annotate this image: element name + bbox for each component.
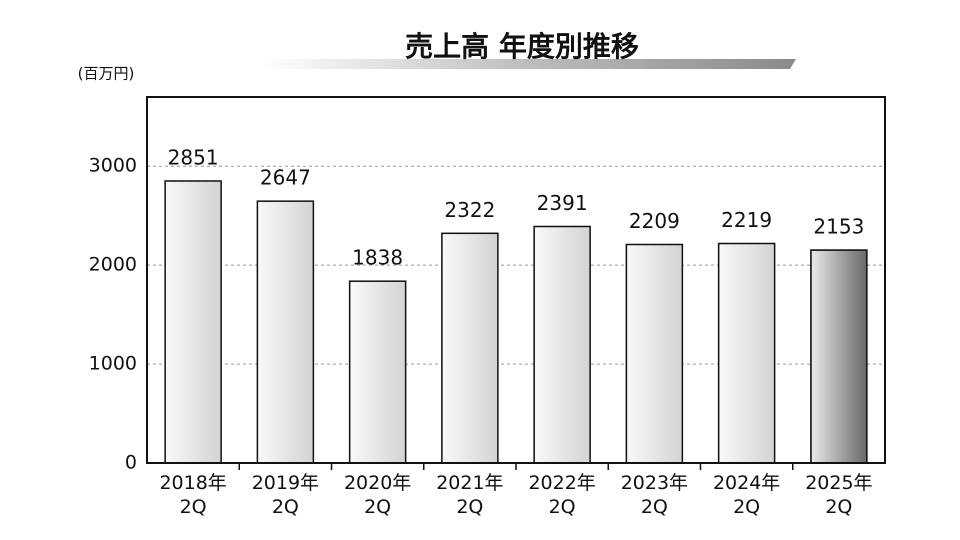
bar-shine — [166, 181, 221, 462]
bar-shine — [535, 227, 590, 462]
x-tick-label: 2024年 2Q — [713, 472, 780, 518]
bar-shine — [719, 244, 774, 462]
value-label: 2391 — [537, 191, 588, 215]
x-tick-label: 2018年 2Q — [159, 472, 226, 518]
bar-shine — [350, 282, 405, 462]
x-tick-label: 2023年 2Q — [621, 472, 688, 518]
value-label: 2851 — [168, 145, 219, 169]
value-label: 2219 — [721, 208, 772, 232]
y-tick-label: 2000 — [89, 254, 137, 276]
bar-shine — [442, 234, 497, 462]
plot-frame — [146, 96, 886, 464]
value-label: 2647 — [260, 166, 311, 190]
y-axis-label: (百万円) — [78, 65, 135, 83]
value-label: 2322 — [444, 198, 495, 222]
x-tick-label: 2025年 2Q — [805, 472, 872, 518]
y-tick-label: 1000 — [89, 353, 137, 375]
bar-shine — [258, 202, 313, 462]
value-label: 1838 — [352, 246, 403, 270]
value-label: 2153 — [813, 215, 864, 239]
x-tick-label: 2021年 2Q — [436, 472, 503, 518]
x-tick-label: 2019年 2Q — [252, 472, 319, 518]
bar-shine — [627, 245, 682, 462]
x-tick-label: 2022年 2Q — [528, 472, 595, 518]
y-tick-label: 3000 — [89, 155, 137, 177]
chart-title: 売上高 年度別推移 — [405, 30, 639, 63]
value-label: 2209 — [629, 209, 680, 233]
y-tick-label: 0 — [125, 452, 137, 474]
bar-shine — [811, 251, 866, 462]
title-underline — [262, 59, 796, 69]
x-tick-label: 2020年 2Q — [344, 472, 411, 518]
